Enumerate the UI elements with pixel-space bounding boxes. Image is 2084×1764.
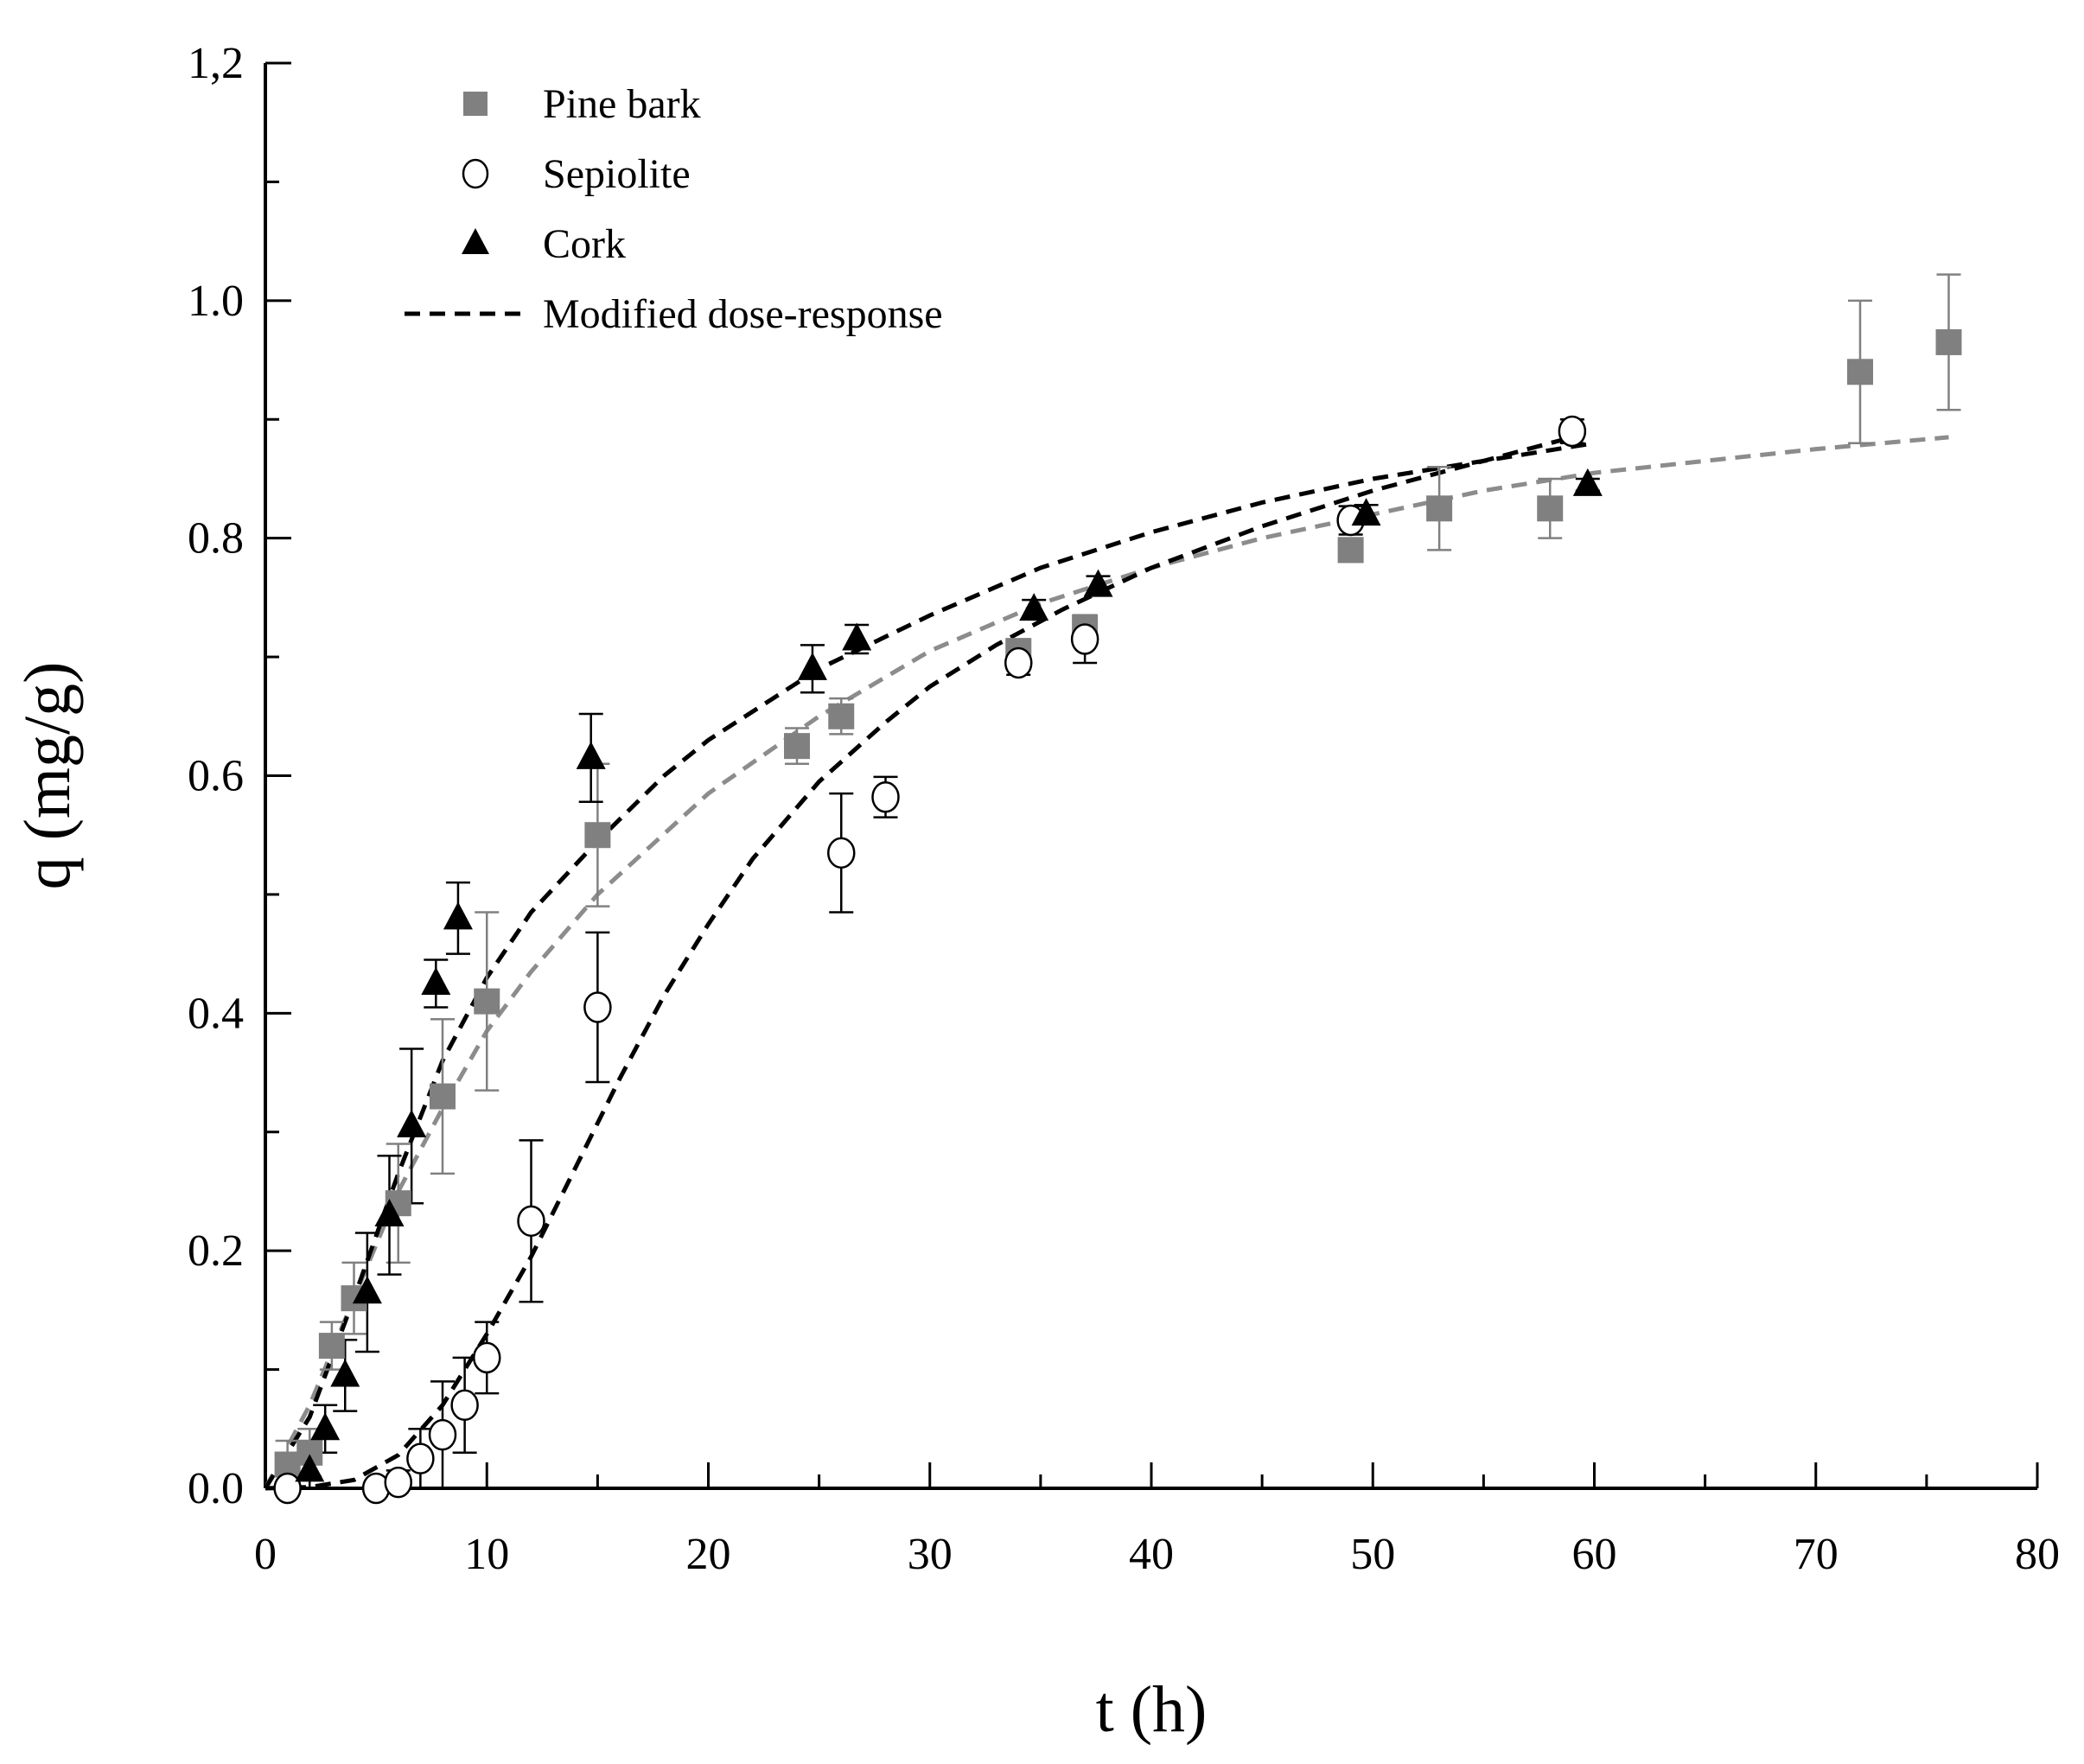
legend-label-fit: Modified dose-response [543, 291, 943, 337]
cork-point [842, 622, 872, 651]
x-tick-label: 80 [2015, 1530, 2060, 1579]
cork-point [1351, 498, 1381, 526]
cork-point [374, 1198, 405, 1226]
y-axis-title: q (mg/g) [11, 662, 84, 890]
cork-point [421, 966, 451, 995]
pine-bark-point [1426, 495, 1453, 522]
sepiolite-point [871, 780, 900, 813]
sepiolite-point [583, 991, 612, 1023]
cork-point [330, 1359, 360, 1387]
sepiolite-point [450, 1389, 479, 1422]
error-bars [275, 273, 1961, 1490]
pine-bark-point [430, 1083, 456, 1110]
data-markers [273, 328, 1962, 1505]
cork-point [1083, 569, 1113, 597]
cork-point [352, 1276, 382, 1304]
cork-point [295, 1454, 325, 1482]
x-tick-label: 70 [1794, 1530, 1839, 1579]
legend-label-cork: Cork [543, 221, 626, 267]
pine-bark-point [784, 733, 810, 760]
cork-point [797, 652, 827, 680]
y-tick-label: 0.4 [188, 989, 244, 1038]
y-tick-label: 0.0 [188, 1464, 244, 1513]
cork-point [576, 741, 606, 769]
sepiolite-point [406, 1442, 435, 1474]
pine-bark-point [584, 822, 611, 849]
sepiolite-point [1004, 646, 1033, 679]
cork-point [397, 1109, 427, 1137]
cork-point [310, 1412, 341, 1441]
legend-label-pine-bark: Pine bark [543, 81, 701, 127]
cork-point [443, 901, 473, 930]
x-tick-label: 10 [464, 1530, 509, 1579]
plot-area: 0 10 20 30 40 50 60 70 80 0.0 0.2 0.4 0.6 0.8 1.0 1,2 [188, 39, 2060, 1579]
x-axis-title: t (h) [1096, 1673, 1208, 1746]
legend-label-sepiolite: Sepiolite [543, 151, 691, 197]
y-ticks: 0.0 0.2 0.4 0.6 0.8 1.0 1,2 [188, 39, 291, 1513]
x-tick-label: 30 [908, 1530, 953, 1579]
x-ticks: 0 10 20 30 40 50 60 70 80 [254, 1462, 2060, 1579]
fit-curve [263, 435, 1949, 1490]
x-tick-label: 40 [1129, 1530, 1174, 1579]
sepiolite-point [384, 1466, 412, 1499]
sepiolite-point [1070, 623, 1099, 655]
x-tick-label: 20 [686, 1530, 731, 1579]
pine-bark-point [1537, 495, 1564, 522]
legend-marker-cork [462, 228, 489, 254]
y-tick-label: 1.0 [188, 277, 244, 326]
pine-bark-point [828, 703, 855, 729]
pine-bark-point [1935, 328, 1962, 355]
y-tick-label: 0.6 [188, 752, 244, 801]
y-tick-label: 0.8 [188, 514, 244, 564]
sepiolite-point [473, 1341, 501, 1374]
y-tick-label: 0.2 [188, 1226, 244, 1276]
y-tick-label: 1,2 [188, 39, 244, 88]
fit-curve [263, 441, 1595, 1490]
sepiolite-point [827, 837, 856, 869]
legend-marker-pine-bark [463, 92, 488, 116]
sepiolite-point [428, 1418, 457, 1451]
sepiolite-point [273, 1472, 302, 1505]
cork-point [1019, 593, 1049, 621]
pine-bark-point [1337, 537, 1364, 564]
fit-curves [263, 435, 1949, 1491]
sepiolite-point [1558, 415, 1587, 448]
x-tick-label: 60 [1572, 1530, 1617, 1579]
fit-curve [264, 435, 1573, 1491]
x-tick-label: 50 [1350, 1530, 1395, 1579]
pine-bark-point [1847, 359, 1873, 385]
pine-bark-point [318, 1333, 345, 1360]
legend: Pine bark Sepiolite Cork Modified dose-r… [405, 81, 943, 337]
pine-bark-point [474, 988, 500, 1015]
legend-marker-sepiolite [462, 158, 489, 189]
sepiolite-point [517, 1205, 545, 1238]
cork-point [1572, 468, 1603, 496]
x-tick-label: 0 [254, 1530, 277, 1579]
